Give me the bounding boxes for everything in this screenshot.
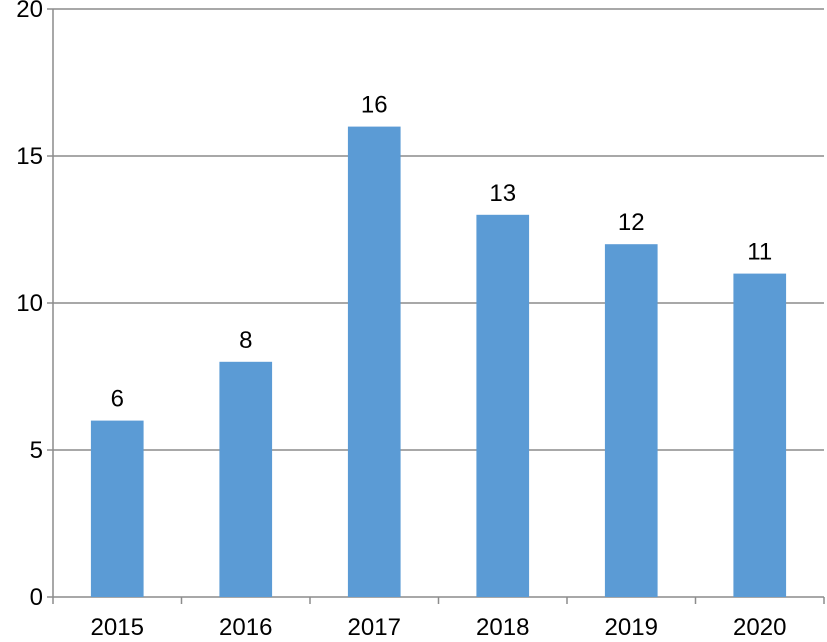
y-tick-label: 5 [30, 437, 43, 464]
bar-2020 [733, 273, 787, 597]
x-tick-label-2020: 2020 [733, 614, 786, 641]
x-tick-label-2016: 2016 [219, 614, 272, 641]
bar-2016 [219, 361, 273, 597]
data-label-2018: 13 [489, 180, 516, 207]
x-tick-label-2017: 2017 [348, 614, 401, 641]
data-label-2015: 6 [111, 386, 124, 413]
data-label-2017: 16 [361, 92, 388, 119]
bar-2019 [604, 244, 658, 597]
x-tick-label-2018: 2018 [476, 614, 529, 641]
y-tick-label: 20 [16, 0, 43, 23]
y-tick-label: 0 [30, 584, 43, 611]
axes [47, 8, 825, 604]
y-tick-label: 10 [16, 290, 43, 317]
data-label-2019: 12 [618, 209, 645, 236]
data-label-2020: 11 [747, 239, 772, 266]
bar-2015 [90, 420, 144, 597]
labels: 0 5 10 15 20 6 2015 8 2016 16 2017 13 2018 12 2019 11 20… [16, 0, 786, 641]
bar-2018 [476, 214, 530, 598]
y-tick-label: 15 [16, 143, 43, 170]
bars [90, 126, 787, 598]
x-tick-label-2019: 2019 [605, 614, 658, 641]
data-label-2016: 8 [239, 327, 252, 354]
bar-2017 [347, 126, 401, 597]
gridlines [53, 8, 824, 451]
x-tick-label-2015: 2015 [91, 614, 144, 641]
